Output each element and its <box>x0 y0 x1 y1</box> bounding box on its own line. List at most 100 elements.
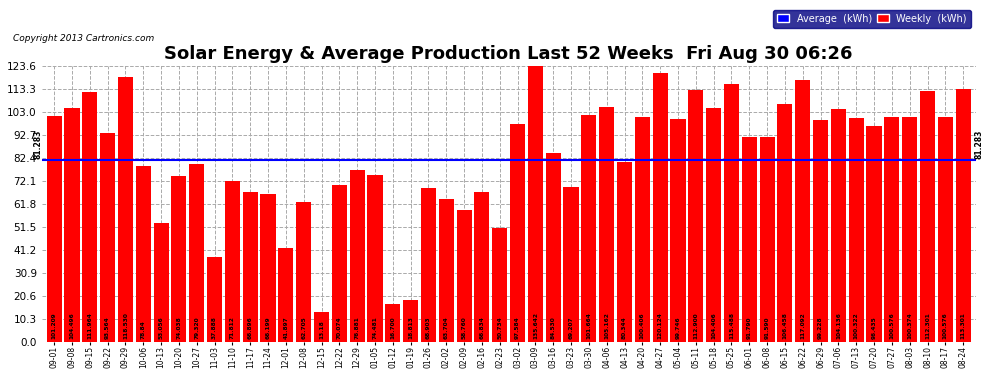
Bar <box>599 107 614 342</box>
Bar <box>82 92 97 342</box>
Text: 104.496: 104.496 <box>69 313 74 339</box>
Legend: Average  (kWh), Weekly  (kWh): Average (kWh), Weekly (kWh) <box>773 10 971 27</box>
Bar <box>759 137 774 342</box>
Bar <box>278 248 293 342</box>
Bar <box>474 192 489 342</box>
Bar <box>225 181 240 342</box>
Bar <box>777 104 792 342</box>
Text: 100.406: 100.406 <box>640 313 644 339</box>
Text: 50.734: 50.734 <box>497 316 502 339</box>
Text: 93.564: 93.564 <box>105 316 110 339</box>
Text: 113.301: 113.301 <box>960 312 965 339</box>
Text: 63.704: 63.704 <box>444 316 448 339</box>
Bar <box>528 39 543 342</box>
Text: 101.664: 101.664 <box>586 312 591 339</box>
Bar <box>848 118 864 342</box>
Text: 117.092: 117.092 <box>800 313 805 339</box>
Bar <box>813 120 829 342</box>
Text: 84.530: 84.530 <box>550 316 555 339</box>
Text: 100.576: 100.576 <box>942 313 947 339</box>
Text: 66.199: 66.199 <box>265 317 270 339</box>
Text: 16.700: 16.700 <box>390 317 395 339</box>
Bar <box>635 117 649 342</box>
Text: 99.746: 99.746 <box>675 317 680 339</box>
Bar <box>153 223 168 342</box>
Text: 41.897: 41.897 <box>283 316 288 339</box>
Text: 97.584: 97.584 <box>515 316 520 339</box>
Text: 79.320: 79.320 <box>194 317 199 339</box>
Text: 37.888: 37.888 <box>212 316 217 339</box>
Bar <box>385 304 400 342</box>
Text: 112.900: 112.900 <box>693 313 698 339</box>
Text: 96.435: 96.435 <box>871 316 876 339</box>
Text: Copyright 2013 Cartronics.com: Copyright 2013 Cartronics.com <box>13 34 154 43</box>
Text: 18.813: 18.813 <box>408 316 413 339</box>
Text: 66.896: 66.896 <box>248 316 252 339</box>
Bar <box>724 84 739 342</box>
Text: 104.406: 104.406 <box>711 313 716 339</box>
Bar <box>510 124 525 342</box>
Text: 111.964: 111.964 <box>87 312 92 339</box>
Bar <box>171 176 186 342</box>
Text: 91.790: 91.790 <box>746 317 751 339</box>
Bar <box>884 117 900 342</box>
Bar <box>581 115 596 342</box>
Bar <box>403 300 418 342</box>
Bar <box>332 185 346 342</box>
Bar <box>742 136 756 342</box>
Bar <box>831 109 846 342</box>
Text: 81.283: 81.283 <box>975 130 984 159</box>
Bar <box>938 117 953 342</box>
Text: 104.136: 104.136 <box>836 312 841 339</box>
Text: 100.576: 100.576 <box>889 313 894 339</box>
Bar <box>492 228 507 342</box>
Text: 81.283: 81.283 <box>34 130 43 159</box>
Text: 66.834: 66.834 <box>479 316 484 339</box>
Bar <box>421 188 436 342</box>
Text: 112.301: 112.301 <box>925 312 930 339</box>
Bar <box>314 312 329 342</box>
Bar <box>902 117 918 342</box>
Text: 101.209: 101.209 <box>51 313 56 339</box>
Text: 105.162: 105.162 <box>604 312 609 339</box>
Text: 69.207: 69.207 <box>568 317 573 339</box>
Bar <box>367 175 382 342</box>
Bar <box>617 162 632 342</box>
Bar <box>545 153 560 342</box>
Bar <box>920 91 936 342</box>
Bar <box>118 77 133 342</box>
Bar <box>64 108 79 342</box>
Text: 99.228: 99.228 <box>818 317 823 339</box>
Bar <box>136 165 150 342</box>
Text: 76.881: 76.881 <box>354 316 359 339</box>
Bar <box>955 88 971 342</box>
Bar <box>866 126 882 342</box>
Bar <box>243 192 257 342</box>
Text: 100.322: 100.322 <box>853 313 858 339</box>
Text: 74.481: 74.481 <box>372 316 377 339</box>
Bar <box>652 74 667 342</box>
Text: 70.074: 70.074 <box>337 317 342 339</box>
Text: 53.056: 53.056 <box>158 316 163 339</box>
Text: 91.590: 91.590 <box>764 317 769 339</box>
Bar <box>260 194 275 342</box>
Text: 74.038: 74.038 <box>176 316 181 339</box>
Text: 58.760: 58.760 <box>461 316 466 339</box>
Bar <box>439 200 453 342</box>
Text: 115.488: 115.488 <box>729 312 734 339</box>
Text: 71.812: 71.812 <box>230 316 235 339</box>
Bar <box>795 80 811 342</box>
Text: 118.530: 118.530 <box>123 312 128 339</box>
Bar <box>207 257 222 342</box>
Bar <box>456 210 471 342</box>
Bar <box>349 170 364 342</box>
Text: 13.18: 13.18 <box>319 321 324 339</box>
Bar <box>670 119 685 342</box>
Text: 135.642: 135.642 <box>533 312 538 339</box>
Bar <box>100 133 115 342</box>
Text: 80.344: 80.344 <box>622 316 627 339</box>
Text: 120.124: 120.124 <box>657 312 662 339</box>
Bar <box>47 116 61 342</box>
Bar <box>189 165 204 342</box>
Bar <box>296 202 311 342</box>
